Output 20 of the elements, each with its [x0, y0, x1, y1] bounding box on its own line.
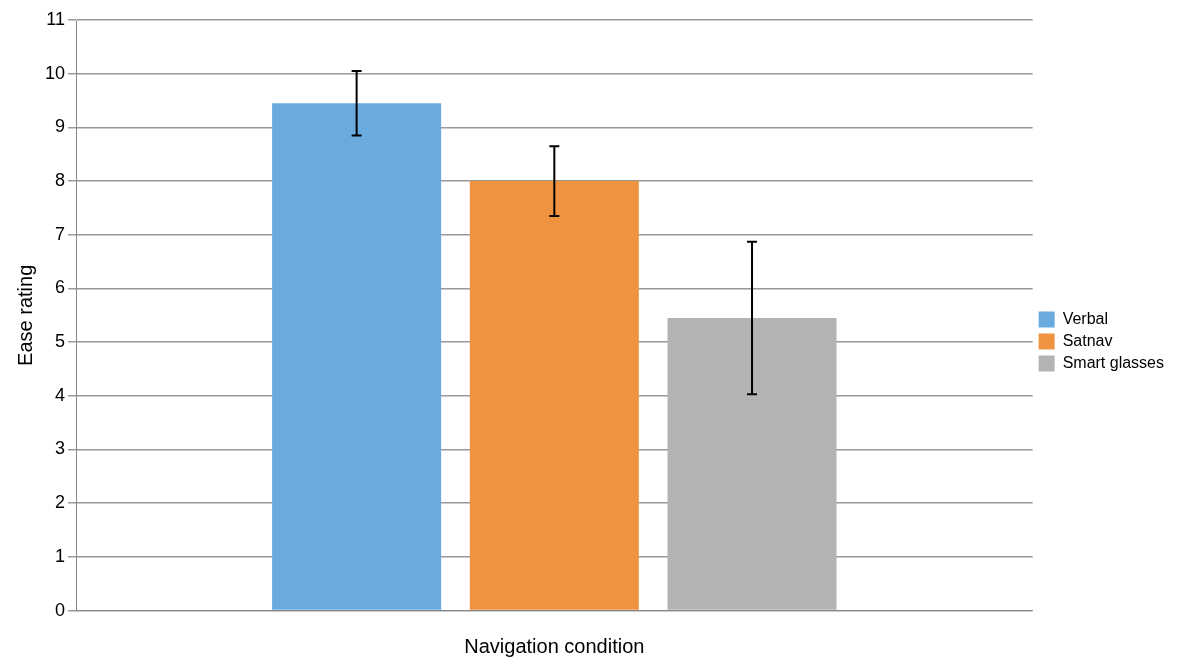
y-tick-label: 9 — [55, 116, 66, 137]
y-tick-label: 7 — [55, 223, 66, 244]
y-tick-label: 6 — [55, 277, 66, 298]
legend-label: Satnav — [1062, 331, 1113, 349]
y-tick-label: 2 — [55, 492, 66, 513]
x-axis-title: Navigation condition — [464, 634, 645, 657]
y-tick-label: 1 — [55, 545, 66, 566]
y-tick-label: 3 — [55, 438, 66, 459]
y-tick-label: 5 — [55, 331, 66, 352]
bar — [667, 317, 837, 610]
y-tick-label: 11 — [46, 8, 66, 29]
y-tick-label: 10 — [44, 62, 66, 83]
y-axis-title: Ease rating — [13, 264, 36, 366]
legend-label: Smart glasses — [1062, 353, 1165, 371]
y-tick-label: 4 — [55, 384, 66, 405]
y-tick-label: 0 — [55, 599, 66, 620]
bar — [272, 103, 442, 610]
y-tick-label: 8 — [55, 170, 66, 191]
bar — [469, 181, 639, 610]
legend-label: Verbal — [1062, 309, 1109, 327]
